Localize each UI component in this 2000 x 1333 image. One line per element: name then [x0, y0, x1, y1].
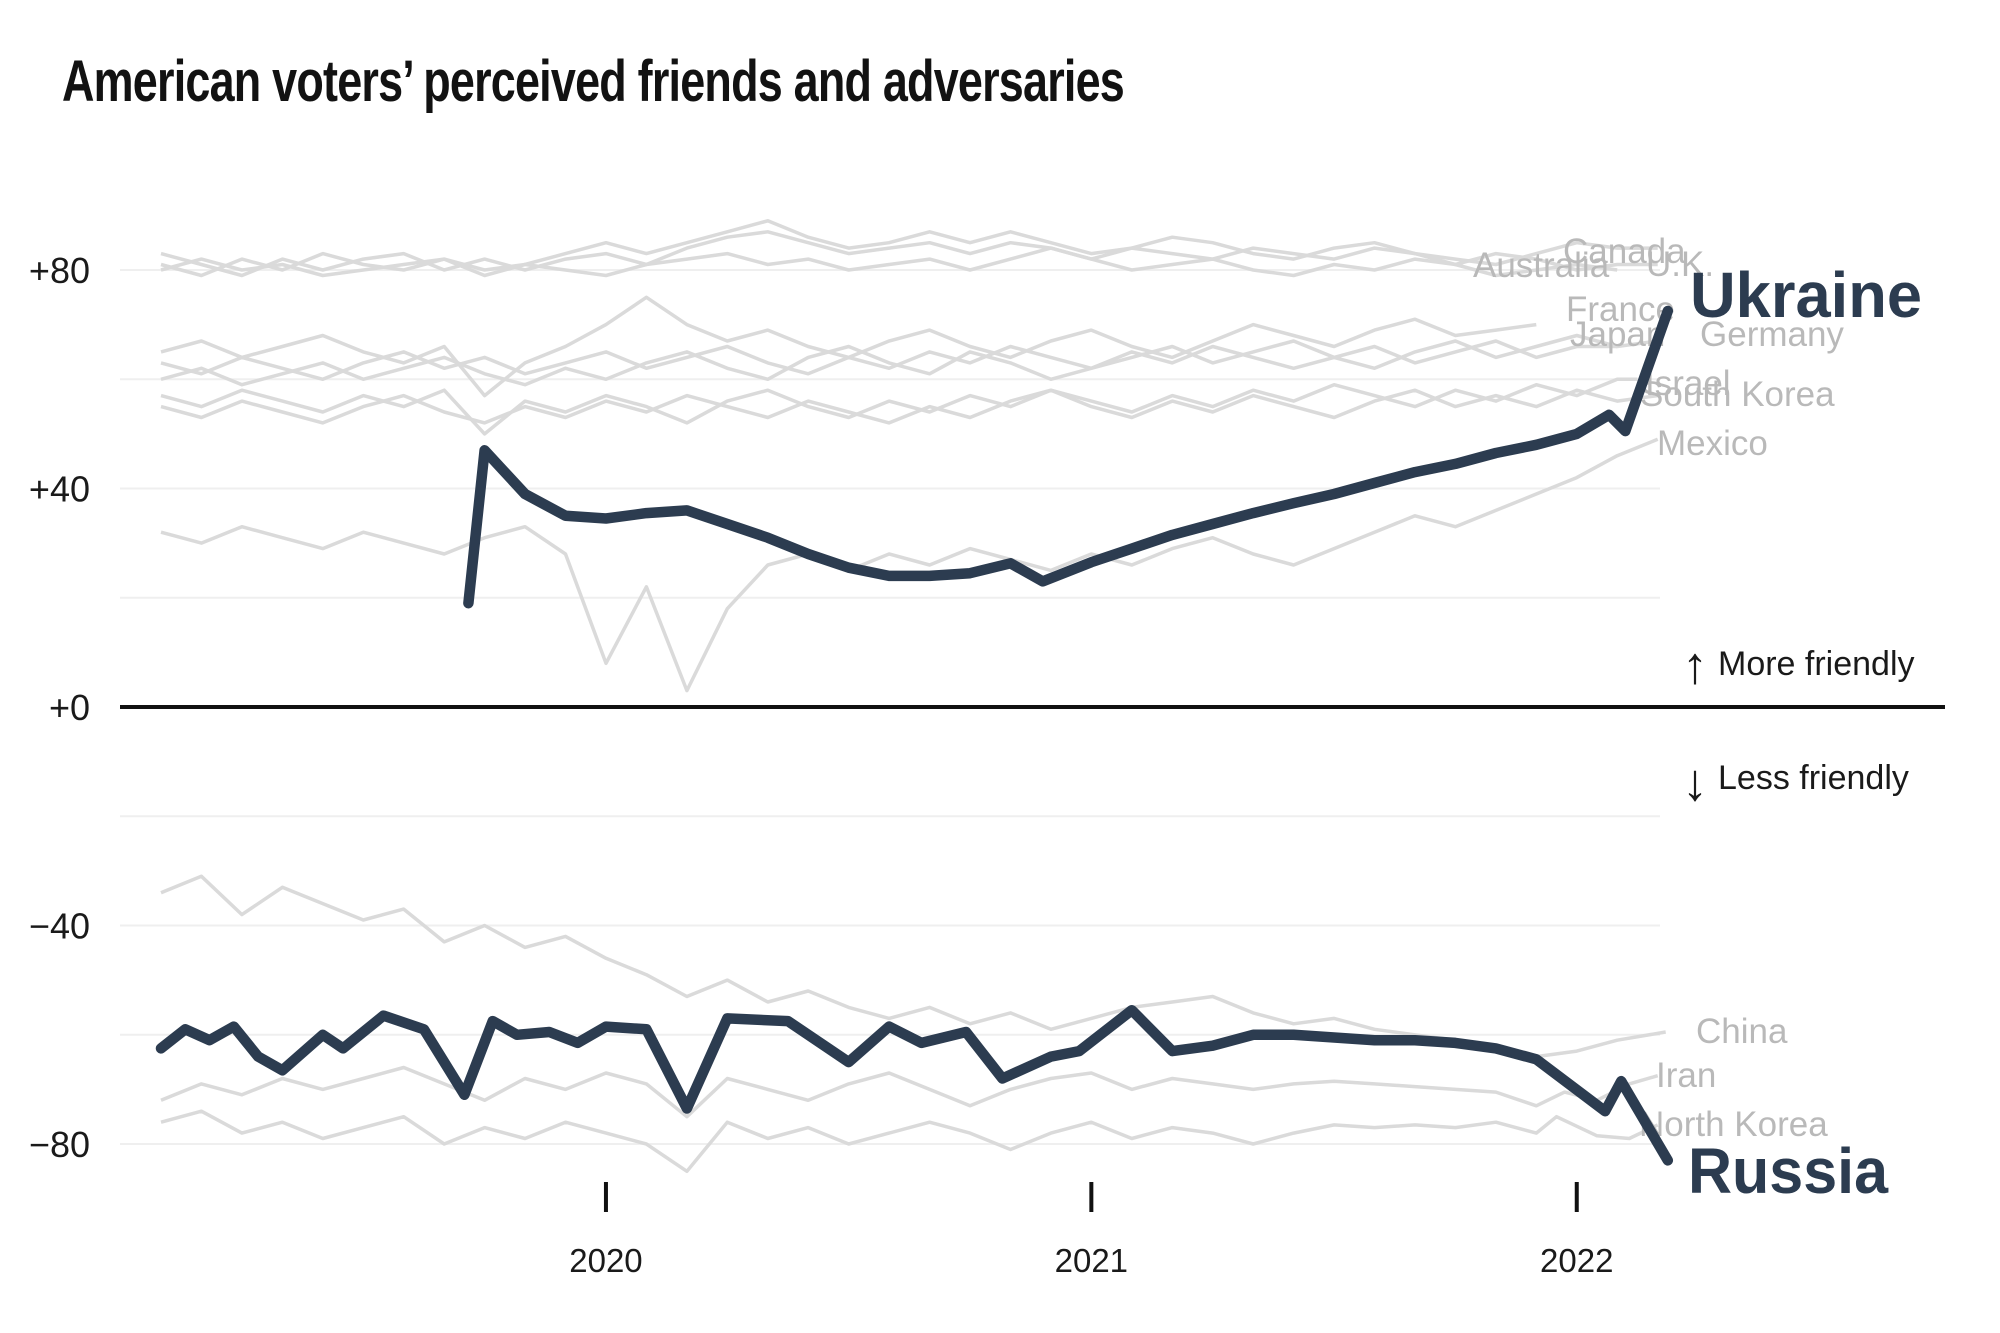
- y-axis-label-80: +80: [29, 250, 90, 291]
- gridlines: [120, 269, 1945, 1145]
- label-mexico: Mexico: [1657, 424, 1768, 463]
- series-line-ukraine: [463, 305, 1674, 609]
- series-line-china: [160, 874, 1666, 1059]
- series-line-japan: [160, 339, 1618, 382]
- down-arrow-icon: ↓: [1682, 754, 1708, 812]
- more-friendly-label: More friendly: [1718, 645, 1915, 683]
- x-axis-label-2021: 2021: [1055, 1242, 1128, 1279]
- up-arrow-icon: ↑: [1682, 637, 1708, 695]
- series-line-germany: [160, 333, 1658, 387]
- y-axis-label-40: +40: [29, 469, 90, 510]
- label-iran: Iran: [1656, 1056, 1716, 1095]
- series-line-israel: [160, 377, 1638, 436]
- label-israel: Israel: [1645, 364, 1731, 403]
- label-germany: Germany: [1700, 315, 1844, 354]
- label-uk: U.K.: [1646, 245, 1714, 284]
- series-line-australia: [160, 246, 1618, 278]
- page-title: American voters’ perceived friends and a…: [62, 49, 1124, 114]
- label-australia: Australia: [1473, 246, 1610, 285]
- label-china: China: [1696, 1012, 1788, 1051]
- series-line-iran: [160, 1065, 1659, 1119]
- background-country-labels: Australia Canada U.K. France Japan Germa…: [1473, 232, 1844, 1144]
- label-south-korea: South Korea: [1640, 375, 1835, 414]
- label-canada: Canada: [1563, 232, 1686, 271]
- x-axis-label-2022: 2022: [1540, 1242, 1613, 1279]
- friendliness-annotations: ↑ More friendly ↓ Less friendly: [1682, 637, 1915, 812]
- series-line-uk: [160, 230, 1658, 278]
- label-russia: Russia: [1688, 1135, 1888, 1207]
- less-friendly-label: Less friendly: [1718, 759, 1909, 797]
- primary-series-lines: [155, 305, 1674, 1166]
- primary-country-labels: Ukraine Russia: [1688, 259, 1922, 1207]
- axis-labels: +80 +40 +0 −40 −80 2020 2021 2022: [29, 250, 1614, 1279]
- series-line-north_korea: [160, 1109, 1659, 1174]
- y-axis-label--40: −40: [29, 906, 90, 947]
- background-series-lines: [160, 219, 1666, 1174]
- series-line-south_korea: [160, 388, 1658, 425]
- y-axis-label-0: +0: [49, 687, 90, 728]
- y-axis-label--80: −80: [29, 1124, 90, 1165]
- series-line-mexico: [160, 437, 1659, 693]
- series-line-russia: [155, 1004, 1674, 1166]
- label-ukraine: Ukraine: [1690, 259, 1922, 331]
- x-axis-label-2020: 2020: [569, 1242, 642, 1279]
- label-france: France: [1566, 290, 1675, 329]
- label-north-korea: North Korea: [1639, 1105, 1828, 1144]
